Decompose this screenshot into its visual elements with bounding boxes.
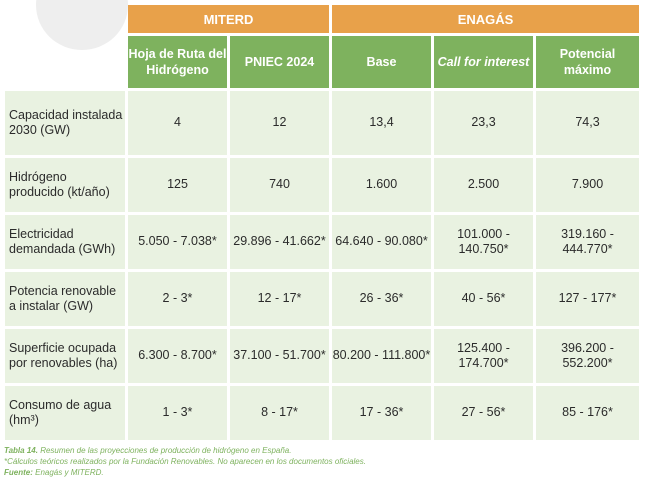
- caption-source-line: Fuente: Enagás y MITERD.: [4, 467, 366, 478]
- caption-title-line: Tabla 14. Resumen de las proyecciones de…: [4, 445, 366, 456]
- caption-source-label: Fuente:: [4, 468, 33, 477]
- column-header-hoja-de-ruta: Hoja de Ruta del Hidrógeno: [128, 36, 227, 88]
- table-cell: 85 - 176*: [536, 386, 639, 440]
- table-cell: 23,3: [434, 91, 533, 155]
- table-row: Superficie ocupada por renovables (ha) 6…: [5, 329, 639, 383]
- table-cell: 1.600: [332, 158, 431, 212]
- row-label: Hidrógeno producido (kt/año): [5, 158, 125, 212]
- table-caption: Tabla 14. Resumen de las proyecciones de…: [4, 445, 366, 478]
- row-label: Capacidad instalada 2030 (GW): [5, 91, 125, 155]
- table-cell: 127 - 177*: [536, 272, 639, 326]
- table-cell: 12 - 17*: [230, 272, 329, 326]
- table-cell: 13,4: [332, 91, 431, 155]
- table-cell: 5.050 - 7.038*: [128, 215, 227, 269]
- table-cell: 396.200 - 552.200*: [536, 329, 639, 383]
- row-label: Consumo de agua (hm³): [5, 386, 125, 440]
- column-header-base: Base: [332, 36, 431, 88]
- table-cell: 6.300 - 8.700*: [128, 329, 227, 383]
- table-cell: 8 - 17*: [230, 386, 329, 440]
- column-header-pniec: PNIEC 2024: [230, 36, 329, 88]
- row-label: Electricidad demandada (GWh): [5, 215, 125, 269]
- table-cell: 26 - 36*: [332, 272, 431, 326]
- caption-note: *Cálculos teóricos realizados por la Fun…: [4, 457, 366, 466]
- table-cell: 2.500: [434, 158, 533, 212]
- table-cell: 319.160 - 444.770*: [536, 215, 639, 269]
- table-cell: 40 - 56*: [434, 272, 533, 326]
- hydrogen-projections-table: MITERD ENAGÁS Hoja de Ruta del Hidrógeno…: [2, 2, 642, 443]
- table-row: Capacidad instalada 2030 (GW) 4 12 13,4 …: [5, 91, 639, 155]
- corner-cell: [5, 36, 125, 88]
- group-header-enagas: ENAGÁS: [332, 5, 639, 33]
- table-row: Electricidad demandada (GWh) 5.050 - 7.0…: [5, 215, 639, 269]
- caption-table-text: Resumen de las proyecciones de producció…: [40, 446, 292, 455]
- table-cell: 74,3: [536, 91, 639, 155]
- table-cell: 2 - 3*: [128, 272, 227, 326]
- table-cell: 37.100 - 51.700*: [230, 329, 329, 383]
- column-header-call-for-interest: Call for interest: [434, 36, 533, 88]
- table-cell: 17 - 36*: [332, 386, 431, 440]
- table-cell: 80.200 - 111.800*: [332, 329, 431, 383]
- group-header-miterd: MITERD: [128, 5, 329, 33]
- table-cell: 1 - 3*: [128, 386, 227, 440]
- table-cell: 7.900: [536, 158, 639, 212]
- table-cell: 4: [128, 91, 227, 155]
- caption-table-label: Tabla 14.: [4, 446, 38, 455]
- column-header-potencial-maximo: Potencial máximo: [536, 36, 639, 88]
- table-row: Hidrógeno producido (kt/año) 125 740 1.6…: [5, 158, 639, 212]
- row-label: Potencia renovable a instalar (GW): [5, 272, 125, 326]
- table-cell: 125.400 - 174.700*: [434, 329, 533, 383]
- table-cell: 101.000 - 140.750*: [434, 215, 533, 269]
- caption-source-text: Enagás y MITERD.: [35, 468, 104, 477]
- row-label: Superficie ocupada por renovables (ha): [5, 329, 125, 383]
- table-cell: 27 - 56*: [434, 386, 533, 440]
- table-cell: 64.640 - 90.080*: [332, 215, 431, 269]
- table-row: Potencia renovable a instalar (GW) 2 - 3…: [5, 272, 639, 326]
- corner-cell: [5, 5, 125, 33]
- table-cell: 12: [230, 91, 329, 155]
- table-cell: 125: [128, 158, 227, 212]
- table-row: Consumo de agua (hm³) 1 - 3* 8 - 17* 17 …: [5, 386, 639, 440]
- table-cell: 29.896 - 41.662*: [230, 215, 329, 269]
- table-cell: 740: [230, 158, 329, 212]
